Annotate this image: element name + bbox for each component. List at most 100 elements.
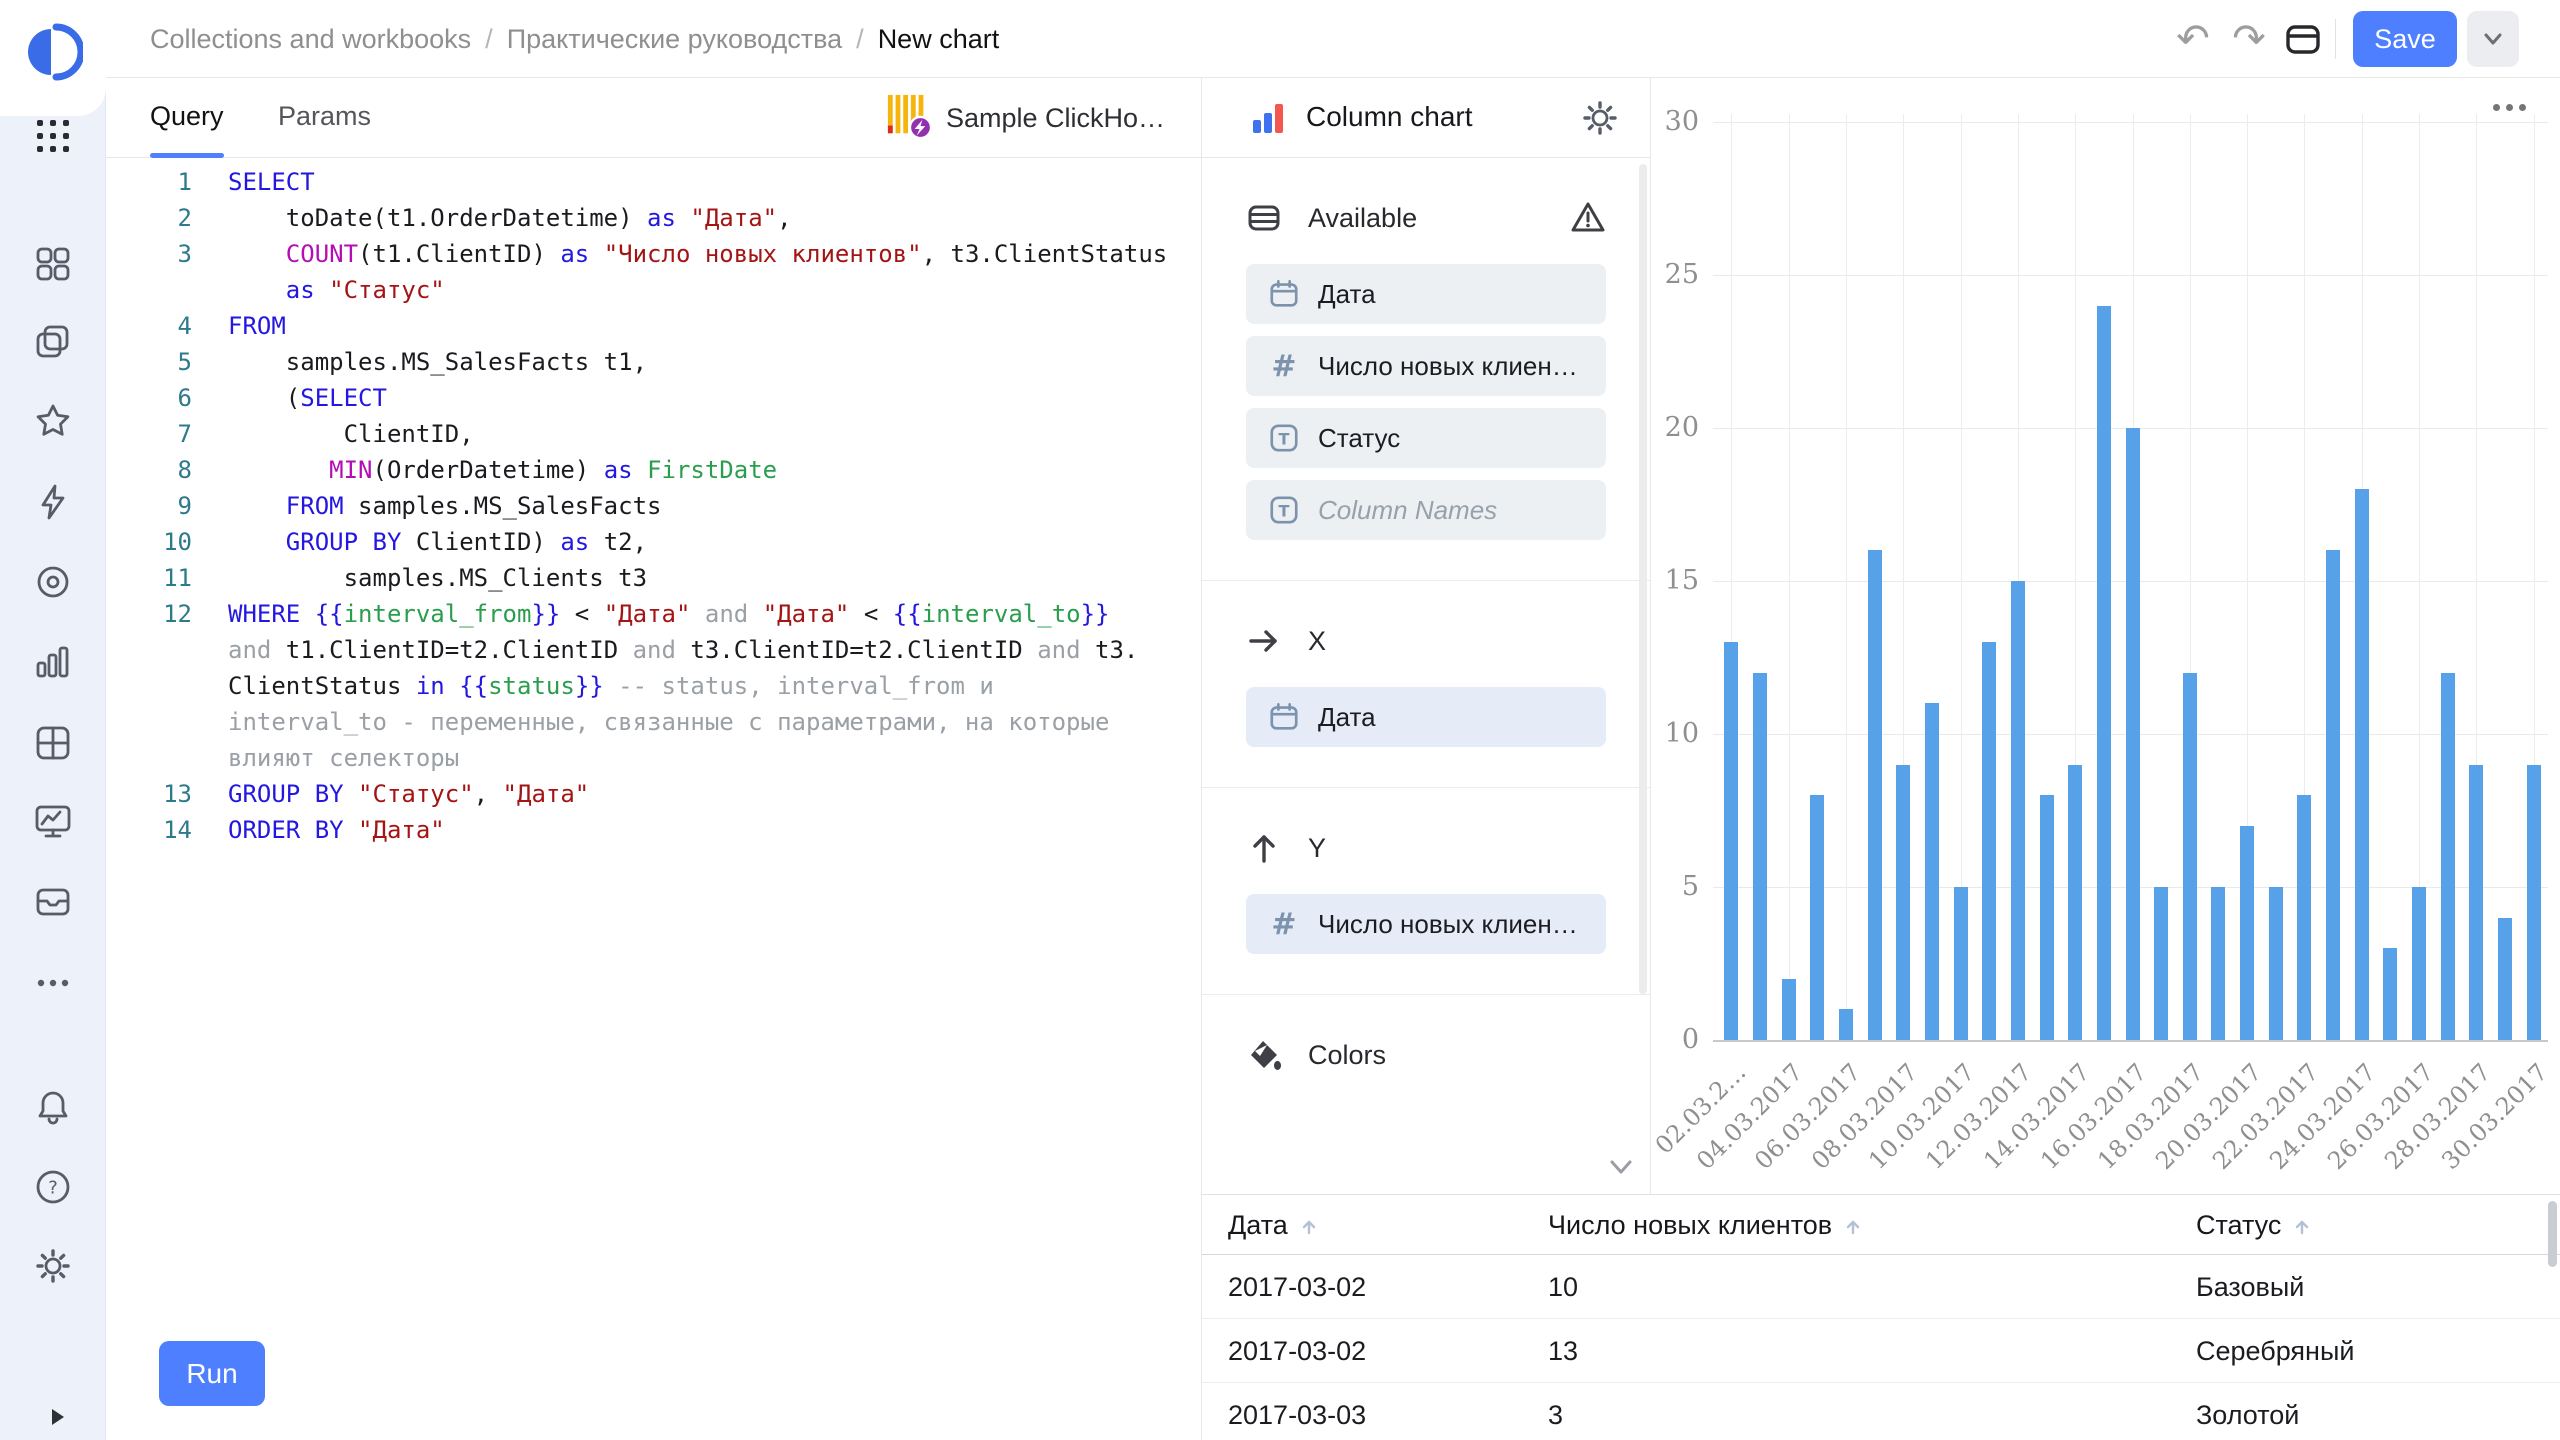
sidebar-item-layers[interactable] bbox=[33, 322, 73, 362]
gridline bbox=[1789, 114, 1790, 1040]
sql-code-line[interactable]: 8 MIN(OrderDatetime) as FirstDate bbox=[106, 452, 1201, 488]
bar[interactable] bbox=[2441, 673, 2455, 1040]
bar[interactable] bbox=[1753, 673, 1767, 1040]
tab-query[interactable]: Query bbox=[150, 78, 224, 158]
sidebar-item-box[interactable] bbox=[33, 881, 73, 921]
tab-params[interactable]: Params bbox=[278, 78, 371, 158]
bar[interactable] bbox=[2498, 918, 2512, 1040]
bar[interactable] bbox=[2269, 887, 2283, 1040]
topbar: Collections and workbooks/Практические р… bbox=[106, 0, 2560, 78]
sidebar-item-four-squares[interactable] bbox=[33, 244, 73, 284]
bar[interactable] bbox=[2211, 887, 2225, 1040]
expand-icon[interactable] bbox=[44, 1404, 70, 1430]
bar[interactable] bbox=[2068, 765, 2082, 1040]
sidebar-item-ellipsis[interactable] bbox=[33, 963, 73, 1003]
bar[interactable] bbox=[2297, 795, 2311, 1040]
field-pill[interactable]: # Число новых клиен… bbox=[1246, 894, 1606, 954]
sidebar-item-donut[interactable] bbox=[33, 562, 73, 602]
bar[interactable] bbox=[1782, 979, 1796, 1040]
bar[interactable] bbox=[2097, 306, 2111, 1040]
bar[interactable] bbox=[2126, 428, 2140, 1040]
table-row[interactable]: 2017-03-033Золотой bbox=[1202, 1383, 2560, 1440]
connection-selector[interactable]: Sample ClickHo… bbox=[886, 78, 1165, 158]
bar[interactable] bbox=[1810, 795, 1824, 1040]
sql-code-line[interactable]: 12WHERE {{interval_from}} < "Дата" and "… bbox=[106, 596, 1201, 632]
sql-code-line[interactable]: 3 COUNT(t1.ClientID) as "Число новых кли… bbox=[106, 236, 1201, 272]
sidebar-item-bar-chart[interactable] bbox=[33, 642, 73, 682]
bar[interactable] bbox=[1724, 642, 1738, 1040]
scroll-down-icon[interactable] bbox=[1604, 1154, 1638, 1180]
sql-code-line[interactable]: ClientStatus in {{status}} -- status, in… bbox=[106, 668, 1201, 704]
field-name: Дата bbox=[1318, 279, 1376, 310]
settings-scrollbar[interactable] bbox=[1639, 164, 1647, 994]
table-row[interactable]: 2017-03-0213Серебряный bbox=[1202, 1319, 2560, 1383]
bar[interactable] bbox=[1925, 703, 1939, 1040]
sql-code-line[interactable]: 9 FROM samples.MS_SalesFacts bbox=[106, 488, 1201, 524]
column-header[interactable]: Статус bbox=[2196, 1195, 2311, 1255]
sql-code-line[interactable]: 1SELECT bbox=[106, 164, 1201, 200]
bar[interactable] bbox=[2183, 673, 2197, 1040]
gear-icon[interactable] bbox=[1580, 98, 1620, 138]
run-button[interactable]: Run bbox=[159, 1341, 265, 1406]
sidebar-item-star[interactable] bbox=[33, 401, 73, 441]
breadcrumb-item[interactable]: Практические руководства bbox=[507, 24, 842, 54]
bar[interactable] bbox=[2527, 765, 2541, 1040]
table-scrollbar[interactable] bbox=[2548, 1201, 2557, 1267]
field-pill[interactable]: T Column Names bbox=[1246, 480, 1606, 540]
field-pill[interactable]: # Число новых клиен… bbox=[1246, 336, 1606, 396]
panel-layout-icon[interactable] bbox=[2278, 14, 2328, 64]
sidebar-item-grid[interactable] bbox=[33, 723, 73, 763]
bar[interactable] bbox=[1839, 1009, 1853, 1040]
bell-icon[interactable] bbox=[33, 1087, 73, 1127]
sql-code-line[interactable]: 13GROUP BY "Статус", "Дата" bbox=[106, 776, 1201, 812]
field-pill[interactable]: Дата bbox=[1246, 687, 1606, 747]
sql-code-line[interactable]: 4FROM bbox=[106, 308, 1201, 344]
sql-editor[interactable]: 1SELECT2 toDate(t1.OrderDatetime) as "Да… bbox=[106, 158, 1201, 1340]
sql-code-line[interactable]: as "Статус" bbox=[106, 272, 1201, 308]
bar[interactable] bbox=[1896, 765, 1910, 1040]
bar[interactable] bbox=[2383, 948, 2397, 1040]
save-more-button[interactable] bbox=[2467, 11, 2519, 67]
question-icon[interactable]: ? bbox=[33, 1167, 73, 1207]
bar[interactable] bbox=[2412, 887, 2426, 1040]
breadcrumb-item[interactable]: Collections and workbooks bbox=[150, 24, 471, 54]
bar[interactable] bbox=[2469, 765, 2483, 1040]
sql-code-line[interactable]: and t1.ClientID=t2.ClientID and t3.Clien… bbox=[106, 632, 1201, 668]
bar[interactable] bbox=[2240, 826, 2254, 1040]
column-header[interactable]: Число новых клиентов bbox=[1548, 1195, 1862, 1255]
gear-icon[interactable] bbox=[33, 1246, 73, 1286]
visualization-title[interactable]: Column chart bbox=[1306, 78, 1473, 156]
bar[interactable] bbox=[2154, 887, 2168, 1040]
sql-code-line[interactable]: 11 samples.MS_Clients t3 bbox=[106, 560, 1201, 596]
warning-icon[interactable] bbox=[1570, 200, 1606, 236]
bar[interactable] bbox=[2011, 581, 2025, 1040]
sidebar-item-monitor[interactable] bbox=[33, 801, 73, 841]
save-button[interactable]: Save bbox=[2353, 11, 2457, 67]
bar[interactable] bbox=[1868, 550, 1882, 1040]
sql-code-line[interactable]: 14ORDER BY "Дата" bbox=[106, 812, 1201, 848]
column-header[interactable]: Дата bbox=[1228, 1195, 1318, 1255]
breadcrumb-item[interactable]: New chart bbox=[878, 24, 1000, 54]
field-pill[interactable]: T Статус bbox=[1246, 408, 1606, 468]
sql-code-line[interactable]: 5 samples.MS_SalesFacts t1, bbox=[106, 344, 1201, 380]
redo-icon[interactable]: ↷ bbox=[2224, 14, 2274, 64]
sql-code-line[interactable]: 10 GROUP BY ClientID) as t2, bbox=[106, 524, 1201, 560]
table-row[interactable]: 2017-03-0210Базовый bbox=[1202, 1255, 2560, 1319]
column-chart-icon[interactable] bbox=[1250, 100, 1286, 136]
apps-grid-icon[interactable] bbox=[33, 116, 73, 156]
sql-code-line[interactable]: 6 (SELECT bbox=[106, 380, 1201, 416]
chart-menu-icon[interactable] bbox=[2493, 104, 2526, 111]
sql-code-line[interactable]: влияют селекторы bbox=[106, 740, 1201, 776]
undo-icon[interactable]: ↶ bbox=[2168, 14, 2218, 64]
sidebar-item-lightning[interactable] bbox=[33, 482, 73, 522]
bar[interactable] bbox=[1982, 642, 1996, 1040]
bar[interactable] bbox=[2355, 489, 2369, 1040]
bar[interactable] bbox=[1954, 887, 1968, 1040]
sql-code-line[interactable]: interval_to - переменные, связанные с па… bbox=[106, 704, 1201, 740]
field-pill[interactable]: Дата bbox=[1246, 264, 1606, 324]
sql-code-line[interactable]: 2 toDate(t1.OrderDatetime) as "Дата", bbox=[106, 200, 1201, 236]
datalens-logo[interactable] bbox=[0, 0, 106, 116]
bar[interactable] bbox=[2040, 795, 2054, 1040]
bar[interactable] bbox=[2326, 550, 2340, 1040]
sql-code-line[interactable]: 7 ClientID, bbox=[106, 416, 1201, 452]
